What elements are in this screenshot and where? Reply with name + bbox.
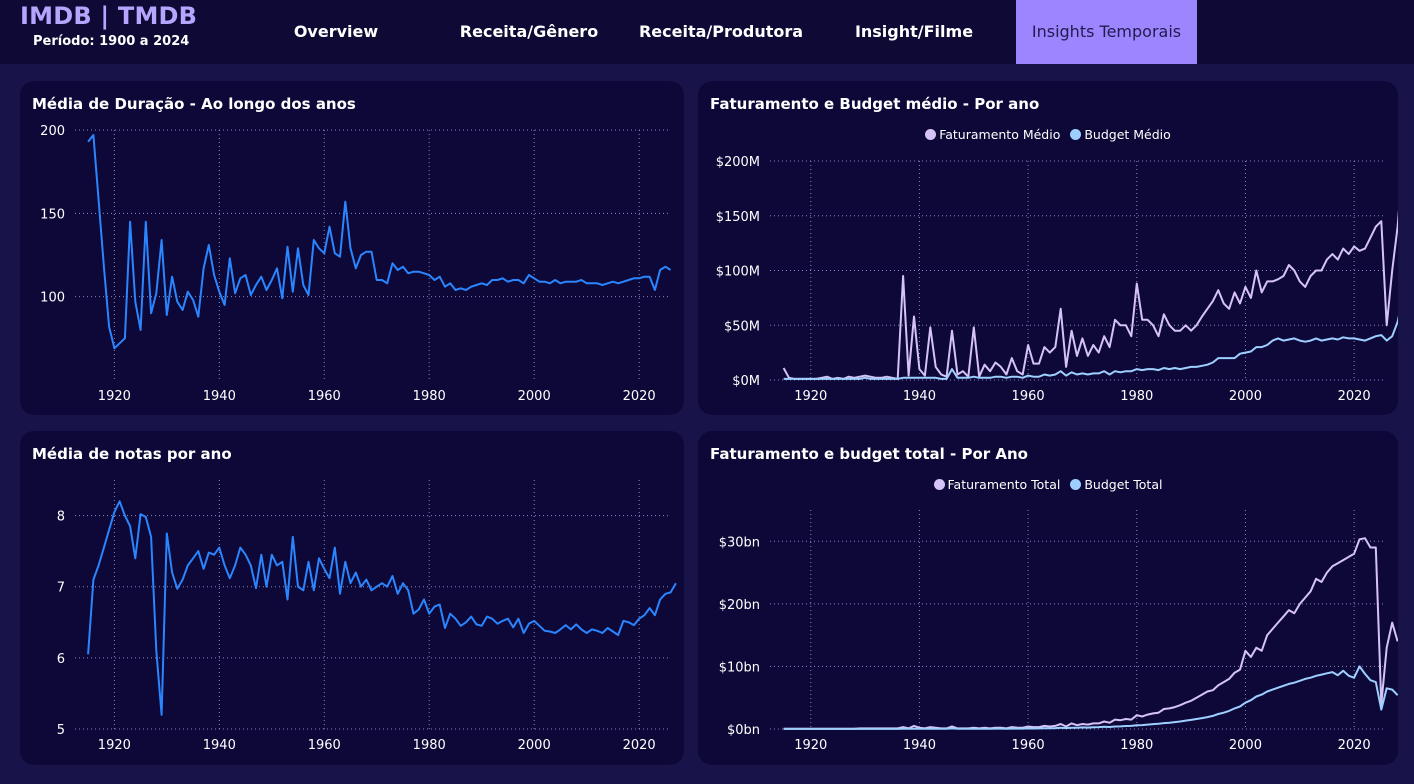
legend-label: Faturamento Médio (939, 127, 1061, 142)
x-tick-label: 2000 (1229, 738, 1262, 753)
x-tick-label: 1920 (98, 738, 131, 753)
x-tick-label: 2000 (518, 389, 551, 404)
legend-label: Faturamento Total (947, 477, 1061, 492)
y-tick-label: $30bn (719, 535, 760, 550)
y-tick-label: $10bn (719, 660, 760, 675)
series-line-budget-total[interactable] (783, 665, 1398, 730)
y-tick-label: 150 (40, 207, 65, 222)
y-tick-label: $50M (724, 319, 760, 334)
y-tick-label: $0bn (727, 723, 760, 738)
legend-label: Budget Total (1084, 477, 1163, 492)
chart-avg-revenue-budget: 1920 1940 1960 1980 2000 2020 $0M $50M $100M $150… (716, 155, 1398, 404)
legend-dot-icon (1070, 479, 1082, 490)
x-tick-label: 2000 (518, 738, 551, 753)
y-tick-label: $0M (732, 374, 760, 389)
y-tick-label: $20bn (719, 598, 760, 613)
legend-dot-icon (933, 479, 945, 490)
x-tick-label: 2020 (623, 738, 656, 753)
x-tick-label: 1960 (1012, 389, 1045, 404)
chart-title-ratings: Média de notas por ano (32, 445, 232, 463)
chart-title-avg-revenue-budget: Faturamento e Budget médio - Por ano (710, 95, 1040, 113)
legend-total: Faturamento Total Budget Total (698, 477, 1398, 492)
x-tick-label: 2020 (1338, 738, 1371, 753)
tab-insight-filme[interactable]: Insight/Filme (854, 22, 974, 41)
x-tick-label: 1980 (413, 738, 446, 753)
top-bar: IMDB | TMDB Período: 1900 a 2024 Overvie… (0, 0, 1414, 64)
gridlines (75, 129, 668, 380)
legend-label: Budget Médio (1084, 127, 1171, 142)
tab-receita-genero[interactable]: Receita/Gênero (459, 22, 599, 41)
gridlines (75, 480, 668, 730)
chart-ratings: 1920 1940 1960 1980 2000 2020 5 6 7 8 (57, 480, 677, 753)
chart-title-total-revenue-budget: Faturamento e budget total - Por Ano (710, 445, 1028, 463)
panel-duration: Média de Duração - Ao longo dos anos 192… (20, 81, 684, 415)
x-tick-label: 2000 (1229, 389, 1262, 404)
x-tick-label: 1940 (903, 738, 936, 753)
chart-title-duration: Média de Duração - Ao longo dos anos (32, 95, 356, 113)
x-tick-label: 1920 (794, 389, 827, 404)
x-tick-label: 1920 (98, 389, 131, 404)
x-tick-label: 1940 (903, 389, 936, 404)
legend-avg: Faturamento Médio Budget Médio (698, 127, 1398, 142)
chart-duration: 1920 1940 1960 1980 2000 2020 100 150 200 (40, 124, 672, 404)
legend-item-faturamento-total[interactable]: Faturamento Total (933, 477, 1061, 492)
series-line-nota-m-dia[interactable] (87, 500, 677, 716)
x-tick-label: 1980 (413, 389, 446, 404)
y-tick-label: 5 (57, 723, 65, 738)
legend-item-budget-medio[interactable]: Budget Médio (1070, 127, 1171, 142)
y-tick-label: 7 (57, 581, 65, 596)
y-tick-label: 200 (40, 124, 65, 139)
tab-insights-temporais[interactable]: Insights Temporais (1016, 0, 1197, 64)
x-tick-label: 1940 (203, 389, 236, 404)
x-tick-label: 2020 (623, 389, 656, 404)
y-tick-label: $200M (716, 155, 760, 170)
legend-item-budget-total[interactable]: Budget Total (1070, 477, 1162, 492)
series-line-budget-m-dio[interactable] (783, 297, 1398, 380)
chart-total-revenue-budget: 1920 1940 1960 1980 2000 2020 $0bn $10bn $20bn $3… (719, 510, 1398, 753)
x-tick-label: 1960 (308, 738, 341, 753)
panel-avg-revenue-budget: Faturamento e Budget médio - Por ano Fat… (698, 81, 1398, 415)
tab-receita-produtora[interactable]: Receita/Produtora (638, 22, 804, 41)
panel-ratings: Média de notas por ano 1920 1940 1960 1980 2… (20, 431, 684, 765)
y-tick-label: 8 (57, 510, 65, 525)
series-line-faturamento-total[interactable] (783, 537, 1398, 730)
series-line-dura-o-m-dia[interactable] (87, 134, 672, 350)
x-tick-label: 1920 (794, 738, 827, 753)
y-tick-label: $150M (716, 210, 760, 225)
gridlines (770, 160, 1384, 381)
y-tick-label: 6 (57, 652, 65, 667)
legend-item-faturamento-medio[interactable]: Faturamento Médio (925, 127, 1060, 142)
y-tick-label: $100M (716, 265, 760, 280)
series-line-faturamento-m-dio[interactable] (782, 161, 1398, 380)
y-tick-label: 100 (40, 291, 65, 306)
x-tick-label: 1960 (308, 389, 341, 404)
legend-dot-icon (1070, 129, 1082, 140)
x-tick-label: 2020 (1338, 389, 1371, 404)
legend-dot-icon (925, 129, 937, 140)
gridlines (770, 510, 1384, 730)
x-tick-label: 1960 (1012, 738, 1045, 753)
x-tick-label: 1980 (1120, 738, 1153, 753)
period-label: Período: 1900 a 2024 (33, 34, 190, 49)
brand-title: IMDB | TMDB (20, 2, 198, 30)
x-tick-label: 1940 (203, 738, 236, 753)
tab-overview[interactable]: Overview (293, 22, 379, 41)
x-tick-label: 1980 (1120, 389, 1153, 404)
panel-total-revenue-budget: Faturamento e budget total - Por Ano Fat… (698, 431, 1398, 765)
